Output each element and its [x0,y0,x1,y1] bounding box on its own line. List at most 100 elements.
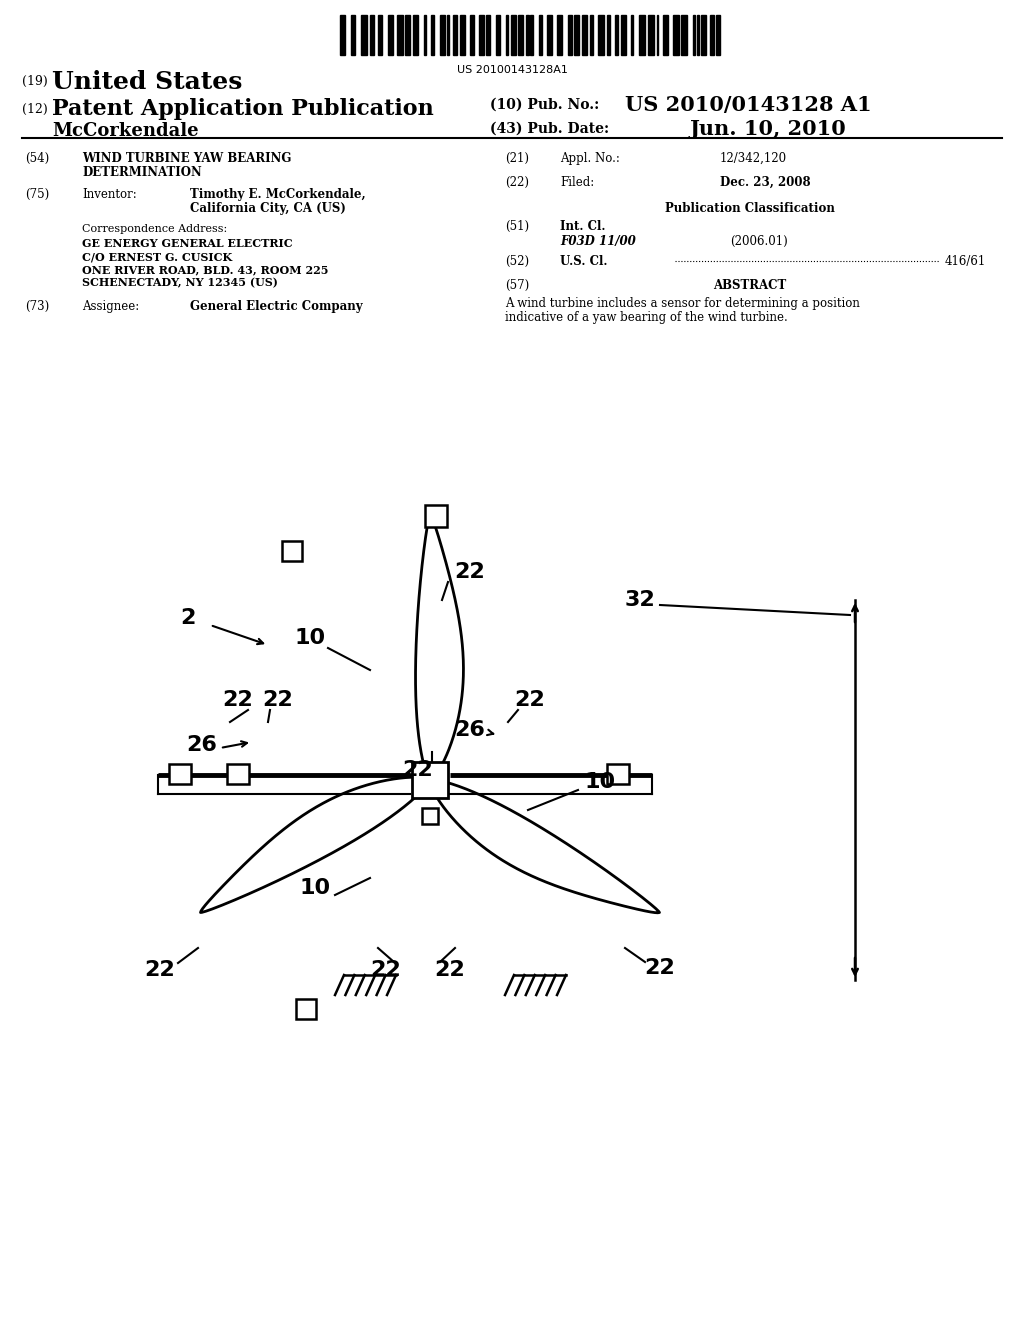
Bar [664,15,669,55]
Bar [590,15,593,55]
Bar [674,15,679,55]
Text: (57): (57) [505,279,529,292]
Bar [568,15,572,55]
Bar [388,15,392,55]
Text: Dec. 23, 2008: Dec. 23, 2008 [720,176,811,189]
Bar [406,15,411,55]
Text: SCHENECTADY, NY 12345 (US): SCHENECTADY, NY 12345 (US) [82,277,278,288]
Text: 32: 32 [625,590,655,610]
Text: 22: 22 [515,690,546,710]
Bar [360,15,367,55]
Bar [453,15,457,55]
Bar [548,15,552,55]
Text: 2: 2 [180,609,196,628]
Bar [631,15,633,55]
Text: (12): (12) [22,103,48,116]
Text: McCorkendale: McCorkendale [52,121,199,140]
Text: (19): (19) [22,75,48,88]
Bar [440,15,445,55]
Bar [479,15,484,55]
Polygon shape [430,780,659,913]
Text: (54): (54) [25,152,49,165]
Bar [227,764,249,784]
Text: ONE RIVER ROAD, BLD. 43, ROOM 225: ONE RIVER ROAD, BLD. 43, ROOM 225 [82,264,329,275]
Text: Patent Application Publication: Patent Application Publication [52,98,434,120]
Bar [639,15,644,55]
Text: 26: 26 [186,735,217,755]
Text: Appl. No.:: Appl. No.: [560,152,620,165]
Bar [485,15,489,55]
Text: 22: 22 [455,562,485,582]
Bar [425,506,447,527]
Bar [582,15,587,55]
Bar [557,15,562,55]
Text: Jun. 10, 2010: Jun. 10, 2010 [690,119,847,139]
Text: United States: United States [52,70,243,94]
Bar [530,15,534,55]
Bar [340,15,345,55]
Text: (52): (52) [505,255,529,268]
Bar [424,15,426,55]
Bar [607,764,629,784]
Bar [621,15,626,55]
Polygon shape [416,515,464,780]
Bar [710,15,714,55]
Text: (43) Pub. Date:: (43) Pub. Date: [490,121,609,136]
Bar [697,15,699,55]
Text: F03D 11/00: F03D 11/00 [560,235,636,248]
Text: (51): (51) [505,220,529,234]
Bar [460,15,465,55]
Bar [647,15,653,55]
Text: 10: 10 [299,878,331,898]
Text: (10) Pub. No.:: (10) Pub. No.: [490,98,599,112]
Bar [716,15,720,55]
Text: 22: 22 [144,960,175,979]
Text: U.S. Cl.: U.S. Cl. [560,255,607,268]
Bar [296,999,315,1019]
Bar [422,808,438,824]
Text: C/O ERNEST G. CUSICK: C/O ERNEST G. CUSICK [82,251,232,261]
Text: ABSTRACT: ABSTRACT [714,279,786,292]
Bar [396,15,402,55]
Bar [598,15,604,55]
Text: 12/342,120: 12/342,120 [720,152,787,165]
Bar [701,15,707,55]
Text: 22: 22 [371,960,401,979]
Text: DETERMINATION: DETERMINATION [82,166,202,180]
Text: Assignee:: Assignee: [82,300,139,313]
Text: 10: 10 [295,628,326,648]
Bar [351,15,355,55]
Text: Int. Cl.: Int. Cl. [560,220,605,234]
Bar [378,15,382,55]
Text: California City, CA (US): California City, CA (US) [190,202,346,215]
Text: (21): (21) [505,152,529,165]
Text: 416/61: 416/61 [945,255,986,268]
Bar [506,15,508,55]
Bar [681,15,687,55]
Bar [169,764,191,784]
Text: 22: 22 [402,760,433,780]
Bar [414,15,419,55]
Bar [370,15,374,55]
Text: 10: 10 [585,772,615,792]
Bar [525,15,528,55]
Text: 22: 22 [222,690,253,710]
Text: A wind turbine includes a sensor for determining a position: A wind turbine includes a sensor for det… [505,297,860,310]
Text: 22: 22 [645,958,676,978]
Text: Timothy E. McCorkendale,: Timothy E. McCorkendale, [190,187,366,201]
Text: (73): (73) [25,300,49,313]
Text: 22: 22 [434,960,465,979]
Bar [470,15,474,55]
Bar [693,15,695,55]
Bar [511,15,516,55]
Text: (2006.01): (2006.01) [730,235,787,248]
Bar [496,15,500,55]
Text: indicative of a yaw bearing of the wind turbine.: indicative of a yaw bearing of the wind … [505,312,787,323]
Bar [607,15,610,55]
Bar [540,15,543,55]
Text: WIND TURBINE YAW BEARING: WIND TURBINE YAW BEARING [82,152,292,165]
Bar [447,15,450,55]
Bar [431,15,434,55]
Bar [656,15,658,55]
Polygon shape [201,777,430,912]
